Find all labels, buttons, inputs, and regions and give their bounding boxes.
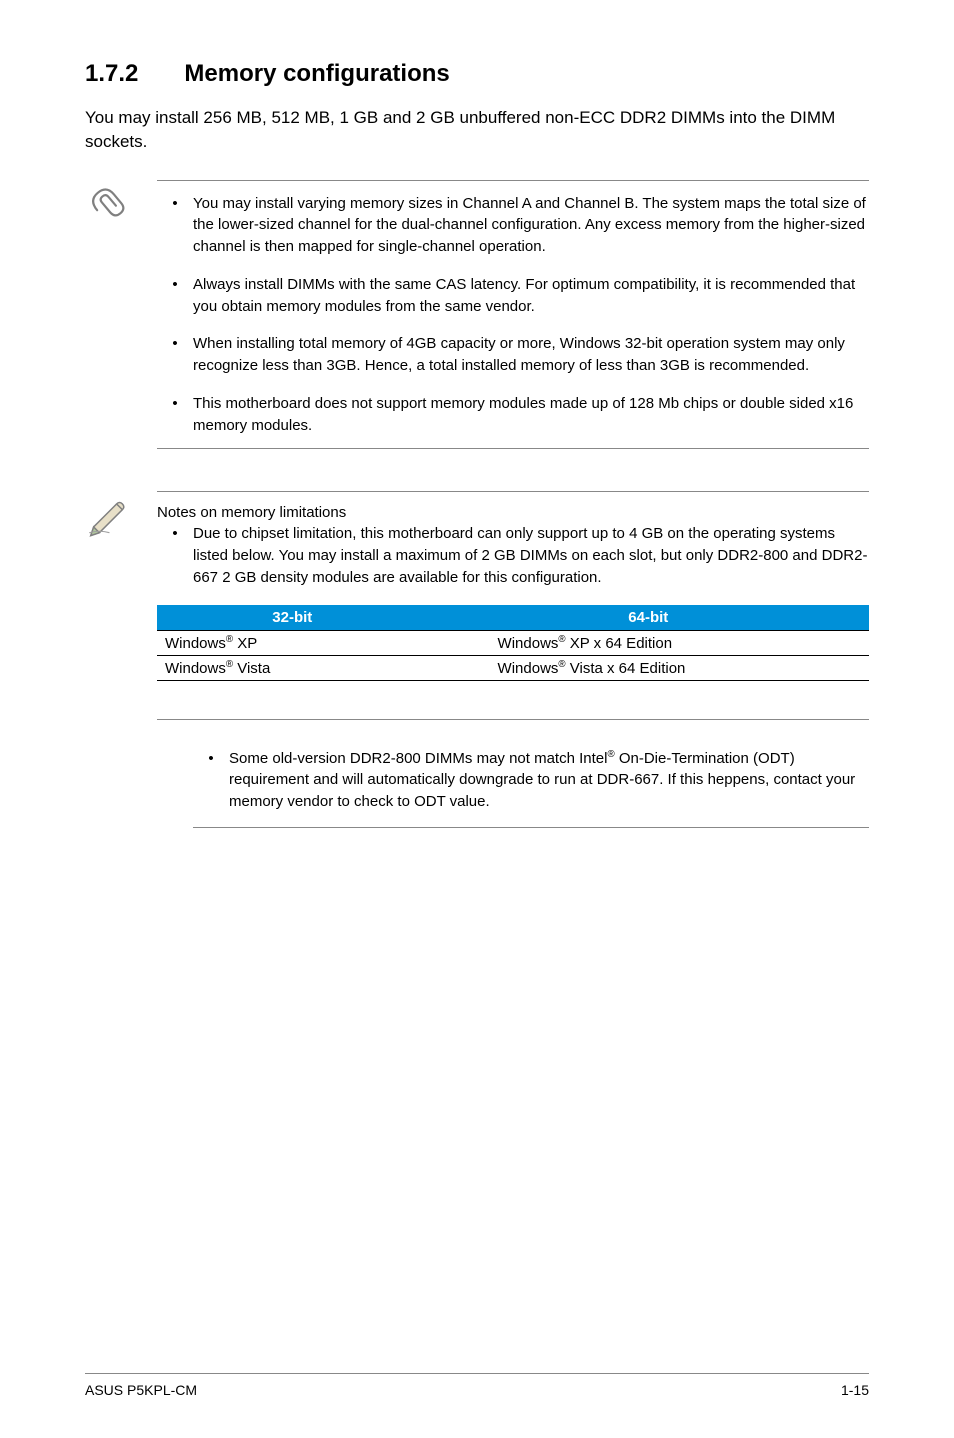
footer-left: ASUS P5KPL-CM xyxy=(85,1382,197,1398)
table-row: Windows® XP Windows® XP x 64 Edition xyxy=(157,630,869,655)
section-title: Memory configurations xyxy=(184,60,449,87)
table-header-64bit: 64-bit xyxy=(428,605,869,631)
lower-note-block: • Some old-version DDR2-800 DIMMs may no… xyxy=(193,748,869,828)
bullet-item: • This motherboard does not support memo… xyxy=(157,393,869,437)
table-header-32bit: 32-bit xyxy=(157,605,428,631)
callout-2-content: Notes on memory limitations • Due to chi… xyxy=(157,491,869,719)
bullet-item: • Always install DIMMs with the same CAS… xyxy=(157,274,869,318)
bullet-text: When installing total memory of 4GB capa… xyxy=(193,333,869,377)
intro-paragraph: You may install 256 MB, 512 MB, 1 GB and… xyxy=(85,106,869,154)
os-support-table: 32-bit 64-bit Windows® XP Windows® XP x … xyxy=(157,605,869,681)
bullet-text: This motherboard does not support memory… xyxy=(193,393,869,437)
notes-title: Notes on memory limitations xyxy=(157,504,869,521)
paperclip-icon xyxy=(85,180,157,231)
bullet-text: Always install DIMMs with the same CAS l… xyxy=(193,274,869,318)
page-footer: ASUS P5KPL-CM 1-15 xyxy=(85,1373,869,1398)
table-row: Windows® Vista Windows® Vista x 64 Editi… xyxy=(157,655,869,680)
bullet-item: • You may install varying memory sizes i… xyxy=(157,193,869,258)
bullet-item: • Due to chipset limitation, this mother… xyxy=(157,523,869,588)
section-heading: 1.7.2 Memory configurations xyxy=(85,60,869,88)
table-cell: Windows® XP xyxy=(157,630,428,655)
table-cell: Windows® Vista xyxy=(157,655,428,680)
section-number: 1.7.2 xyxy=(85,60,138,88)
pencil-icon xyxy=(85,491,157,542)
table-cell: Windows® XP x 64 Edition xyxy=(428,630,869,655)
note-callout-1: • You may install varying memory sizes i… xyxy=(85,180,869,450)
callout-1-content: • You may install varying memory sizes i… xyxy=(157,180,869,450)
footer-right: 1-15 xyxy=(841,1382,869,1398)
bullet-text: You may install varying memory sizes in … xyxy=(193,193,869,258)
bullet-item: • Some old-version DDR2-800 DIMMs may no… xyxy=(193,748,869,813)
bullet-item: • When installing total memory of 4GB ca… xyxy=(157,333,869,377)
note-callout-2: Notes on memory limitations • Due to chi… xyxy=(85,491,869,719)
table-cell: Windows® Vista x 64 Edition xyxy=(428,655,869,680)
bullet-text: Due to chipset limitation, this motherbo… xyxy=(193,523,869,588)
bullet-text: Some old-version DDR2-800 DIMMs may not … xyxy=(229,748,869,813)
